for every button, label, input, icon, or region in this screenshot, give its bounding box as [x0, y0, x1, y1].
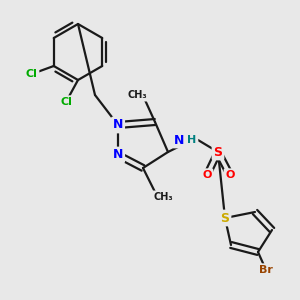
- Text: N: N: [113, 148, 123, 161]
- Text: O: O: [202, 170, 212, 180]
- Text: Cl: Cl: [26, 69, 38, 79]
- Text: N: N: [174, 134, 184, 146]
- Text: S: S: [214, 146, 223, 158]
- Text: H: H: [188, 135, 196, 145]
- Text: Br: Br: [259, 265, 273, 275]
- Text: S: S: [220, 212, 230, 224]
- Text: Cl: Cl: [60, 97, 72, 107]
- Text: N: N: [113, 118, 123, 131]
- Text: O: O: [225, 170, 235, 180]
- Text: CH₃: CH₃: [127, 90, 147, 100]
- Text: CH₃: CH₃: [153, 192, 173, 202]
